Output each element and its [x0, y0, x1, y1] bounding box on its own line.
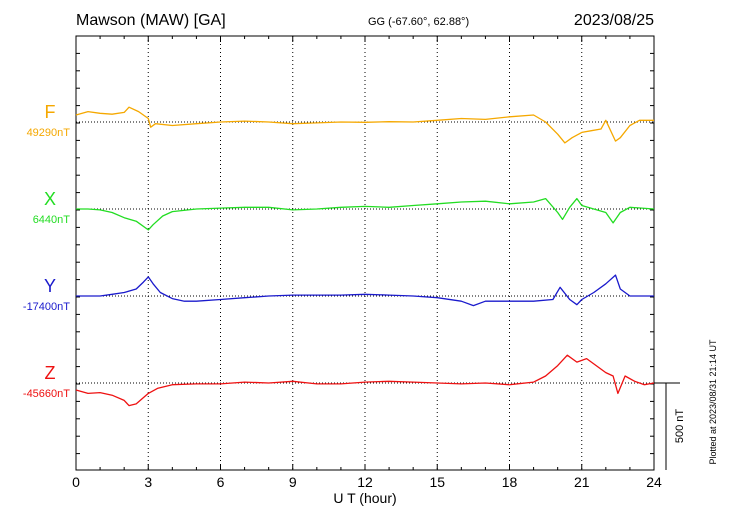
x-tick-label: 12: [357, 474, 373, 490]
series-line-y: [76, 274, 654, 307]
station-coords: GG (-67.60°, 62.88°): [368, 16, 469, 28]
x-tick-label: 6: [217, 474, 225, 490]
series-name-f: F: [45, 102, 56, 122]
axis-ticks: [75, 35, 655, 470]
x-tick-label: 18: [502, 474, 518, 490]
series-name-z: Z: [45, 363, 56, 383]
series-baseline-z: -45660nT: [23, 388, 70, 400]
scale-bar-label: 500 nT: [674, 409, 686, 444]
x-tick-label: 9: [289, 474, 297, 490]
x-tick-label: 24: [646, 474, 662, 490]
x-tick-label: 3: [144, 474, 152, 490]
series-name-x: X: [44, 189, 56, 209]
x-tick-label: 0: [72, 474, 80, 490]
scale-bar: 500 nT: [654, 382, 686, 470]
chart-date: 2023/08/25: [574, 12, 654, 29]
x-axis-label: U T (hour): [333, 490, 396, 506]
series-baseline-y: -17400nT: [23, 301, 70, 313]
series-labels: F 49290nT X 6440nT Y -17400nT Z -45660nT: [23, 102, 70, 400]
x-tick-label: 15: [429, 474, 445, 490]
series-line-z: [75, 354, 655, 407]
series-name-y: Y: [44, 276, 56, 296]
series-baseline-x: 6440nT: [33, 214, 71, 226]
series-baseline-f: 49290nT: [27, 127, 71, 139]
grid-lines: [147, 36, 583, 470]
station-title: Mawson (MAW) [GA]: [76, 12, 226, 29]
series-lines: [75, 106, 655, 407]
x-tick-label: 21: [574, 474, 590, 490]
x-tick-labels: 0 3 6 9 12 15 18 21 24: [72, 474, 662, 490]
series-line-x: [76, 197, 655, 231]
series-line-f: [75, 106, 654, 144]
plotted-timestamp: Plotted at 2023/08/31 21:14 UT: [708, 339, 718, 465]
